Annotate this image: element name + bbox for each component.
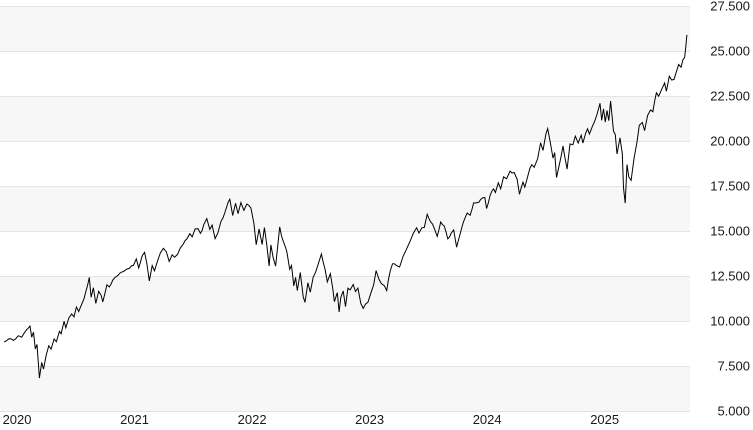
- plot-band: [0, 186, 690, 231]
- x-axis-label: 2020: [3, 412, 32, 427]
- plot-band: [0, 6, 690, 51]
- y-axis-label: 10.000: [710, 314, 750, 329]
- x-axis-label: 2022: [238, 412, 267, 427]
- y-axis-label: 25.000: [710, 44, 750, 59]
- x-axis-label: 2024: [473, 412, 502, 427]
- y-axis-label: 27.500: [710, 0, 750, 14]
- x-axis-label: 2021: [120, 412, 149, 427]
- y-axis-label: 17.500: [710, 179, 750, 194]
- y-axis-label: 12.500: [710, 269, 750, 284]
- plot-band: [0, 366, 690, 411]
- x-axis-label: 2023: [355, 412, 384, 427]
- y-axis-label: 5.000: [717, 404, 750, 419]
- y-axis-label: 20.000: [710, 134, 750, 149]
- y-axis-label: 7.500: [717, 359, 750, 374]
- x-axis-label: 2025: [590, 412, 619, 427]
- y-axis-label: 22.500: [710, 89, 750, 104]
- plot-band: [0, 96, 690, 141]
- price-line-series: [3, 34, 688, 379]
- plot-band: [0, 276, 690, 321]
- y-axis-label: 15.000: [710, 224, 750, 239]
